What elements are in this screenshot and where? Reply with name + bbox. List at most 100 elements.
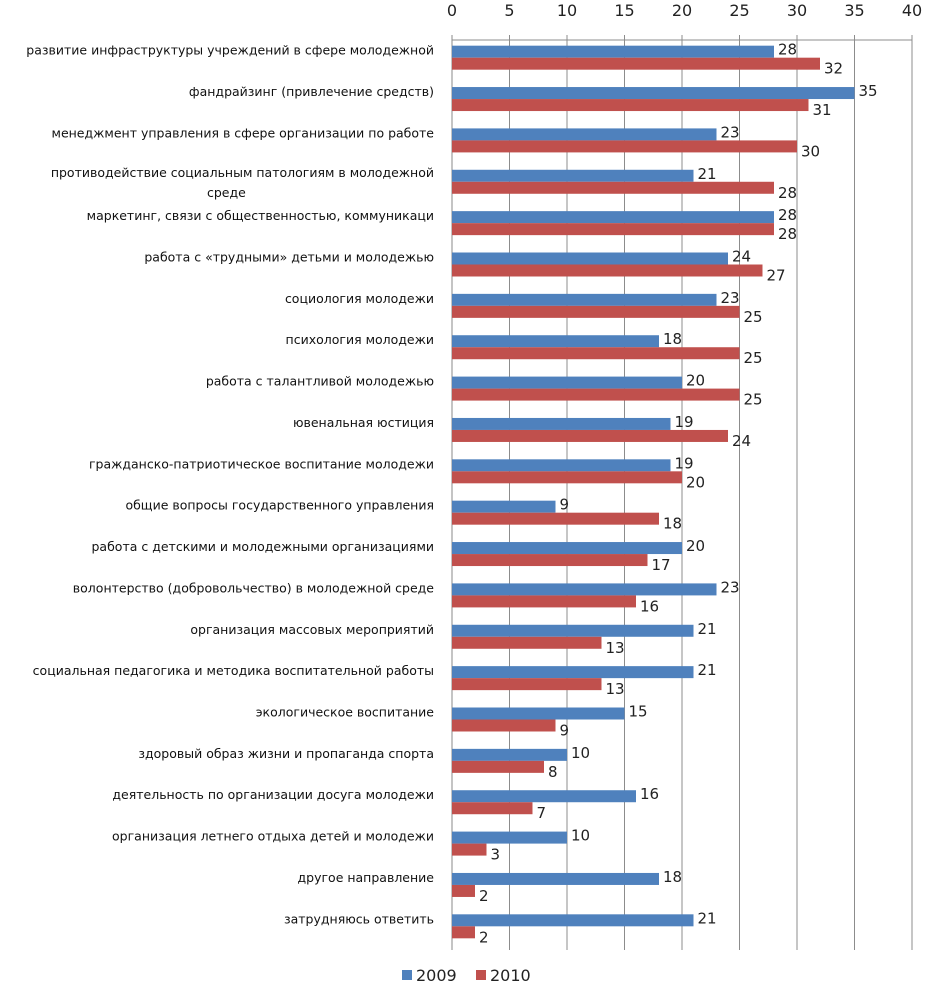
category-label: затрудняюсь ответить <box>284 911 434 926</box>
bar-2009 <box>452 169 694 182</box>
bar-2010 <box>452 388 740 401</box>
category-label: менеджмент управления в сфере организаци… <box>52 125 435 140</box>
bar-2010 <box>452 512 659 525</box>
bar-2009 <box>452 748 567 761</box>
bar-2009 <box>452 914 694 927</box>
data-label-2009: 23 <box>721 289 740 307</box>
bar-2009 <box>452 211 774 224</box>
bar-2010 <box>452 99 809 112</box>
data-label-2010: 18 <box>663 515 682 533</box>
data-label-2009: 20 <box>686 537 705 555</box>
x-tick-label: 0 <box>447 1 457 20</box>
bar-2009 <box>452 459 671 472</box>
bar-2010 <box>452 802 533 815</box>
data-label-2010: 13 <box>606 680 625 698</box>
bar-2010 <box>452 760 544 773</box>
bar-2010 <box>452 678 602 691</box>
data-label-2009: 15 <box>629 703 648 721</box>
bar-2009 <box>452 666 694 679</box>
bar-2009 <box>452 45 774 58</box>
bar-2010 <box>452 429 728 442</box>
category-label: ювенальная юстиция <box>293 415 434 430</box>
bars <box>452 45 855 939</box>
data-label-2010: 28 <box>778 184 797 202</box>
legend-label-2010: 2010 <box>490 966 531 984</box>
bar-2009 <box>452 335 659 348</box>
category-label: противодействие социальным патологиям в … <box>51 165 434 180</box>
data-label-2009: 18 <box>663 330 682 348</box>
category-label: работа с талантливой молодежью <box>206 374 434 389</box>
data-label-2009: 10 <box>571 827 590 845</box>
category-label: другое направление <box>298 870 435 885</box>
bar-2009 <box>452 707 625 720</box>
data-label-2009: 23 <box>721 578 740 596</box>
data-label-2010: 27 <box>767 267 786 285</box>
x-tick-label: 20 <box>672 1 692 20</box>
bar-2010 <box>452 140 797 153</box>
bar-2009 <box>452 790 636 803</box>
bar-2010 <box>452 636 602 649</box>
category-label: экологическое воспитание <box>256 705 435 720</box>
data-label-2010: 28 <box>778 225 797 243</box>
category-label: среде <box>207 185 246 200</box>
data-label-2009: 10 <box>571 744 590 762</box>
data-label-2010: 24 <box>732 432 751 450</box>
x-tick-label: 35 <box>844 1 864 20</box>
legend-swatch-2009 <box>402 970 412 980</box>
x-tick-label: 15 <box>614 1 634 20</box>
bar-2010 <box>452 57 820 70</box>
bar-2010 <box>452 264 763 277</box>
data-label-2009: 20 <box>686 372 705 390</box>
data-label-2010: 25 <box>744 308 763 326</box>
category-label: волонтерство (добровольчество) в молодеж… <box>73 580 435 595</box>
data-label-2009: 18 <box>663 868 682 886</box>
data-label-2009: 19 <box>675 454 694 472</box>
legend: 2009 2010 <box>402 966 531 984</box>
bar-2009 <box>452 376 682 389</box>
data-label-2010: 30 <box>801 142 820 160</box>
data-label-2010: 31 <box>813 101 832 119</box>
data-label-2009: 21 <box>698 909 717 927</box>
data-label-2010: 25 <box>744 391 763 409</box>
data-label-2010: 2 <box>479 928 489 946</box>
data-label-2010: 20 <box>686 473 705 491</box>
data-label-2009: 21 <box>698 661 717 679</box>
bar-2010 <box>452 347 740 360</box>
data-label-2009: 21 <box>698 165 717 183</box>
category-label: организация массовых мероприятий <box>190 622 434 637</box>
data-label-2009: 9 <box>560 496 570 514</box>
category-label: социология молодежи <box>285 291 434 306</box>
bar-2010 <box>452 595 636 608</box>
category-label: психология молодежи <box>286 332 434 347</box>
data-label-2009: 24 <box>732 248 751 266</box>
bar-2009 <box>452 872 659 885</box>
x-tick-label: 5 <box>504 1 514 20</box>
data-label-2010: 16 <box>640 597 659 615</box>
data-label-2009: 16 <box>640 785 659 803</box>
bar-2010 <box>452 471 682 484</box>
data-label-2010: 7 <box>537 804 547 822</box>
data-label-2009: 23 <box>721 123 740 141</box>
data-label-2009: 21 <box>698 620 717 638</box>
x-axis-ticks: 0 5 10 15 20 25 30 35 40 <box>447 1 922 20</box>
bar-2010 <box>452 884 475 897</box>
bar-2009 <box>452 542 682 555</box>
bar-2010 <box>452 223 774 236</box>
x-tick-label: 10 <box>557 1 577 20</box>
bar-2010 <box>452 554 648 567</box>
category-label: фандрайзинг (привлечение средств) <box>189 84 434 99</box>
category-label: работа с «трудными» детьми и молодежью <box>144 250 434 265</box>
x-tick-label: 25 <box>729 1 749 20</box>
bar-2009 <box>452 624 694 637</box>
bar-2010 <box>452 181 774 194</box>
x-tick-label: 30 <box>787 1 807 20</box>
data-label-2010: 32 <box>824 60 843 78</box>
data-label-2010: 9 <box>560 722 570 740</box>
bar-2009 <box>452 417 671 430</box>
data-label-2009: 28 <box>778 41 797 59</box>
category-label: организация летнего отдыха детей и молод… <box>112 829 434 844</box>
data-label-2010: 25 <box>744 349 763 367</box>
category-label: деятельность по организации досуга молод… <box>112 787 434 802</box>
bar-2009 <box>452 500 556 513</box>
